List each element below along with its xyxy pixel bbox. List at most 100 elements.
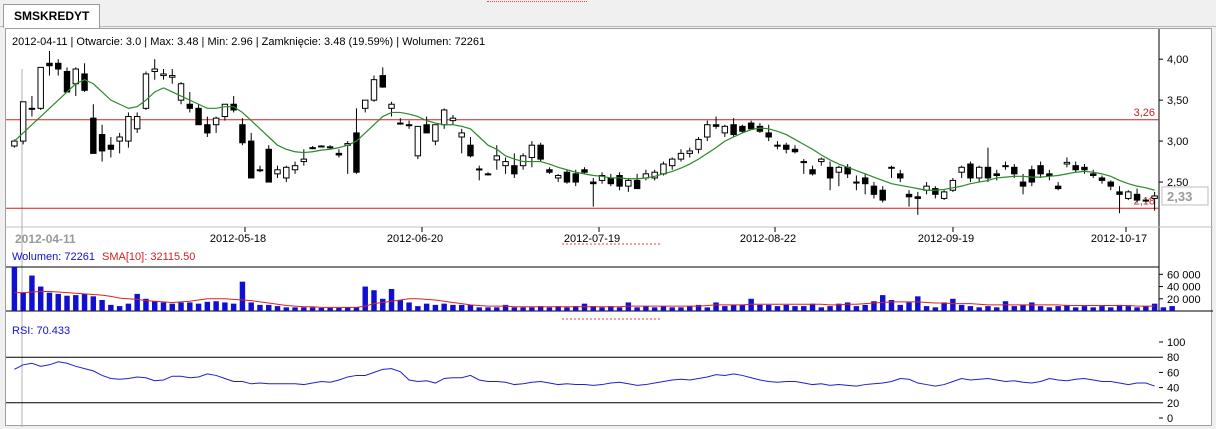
candle-body [467, 144, 474, 157]
volume-bar [695, 304, 702, 311]
candle-body [476, 168, 483, 171]
volume-bar [283, 307, 290, 311]
candle-body [1125, 191, 1132, 199]
tab-smskredyt[interactable]: SMSKREDYT [3, 4, 101, 28]
candle-body [625, 179, 632, 187]
volume-bar [976, 307, 982, 311]
volume-bar [950, 298, 956, 311]
volume-bar [809, 303, 816, 311]
volume-bar [704, 307, 711, 311]
candle [888, 165, 895, 178]
date-axis: 2012-05-18 2012-06-20 2012-07-19 2012-08-22… [210, 227, 1147, 245]
volume-bar [64, 295, 70, 311]
volume-bar [502, 304, 509, 311]
candle-body [607, 177, 615, 185]
volume-bar [1046, 307, 1053, 311]
volume-tick-label-2: 20 000 [1167, 294, 1201, 306]
horizontal-lines: 3,262,18 [6, 107, 1159, 209]
candle-body [932, 188, 939, 195]
candle [1133, 188, 1141, 203]
volume-bar [230, 303, 237, 311]
candle-body [256, 169, 264, 172]
volume-bar [301, 307, 307, 311]
volume-bar [967, 306, 974, 311]
candles [11, 51, 1158, 215]
candle [967, 161, 974, 183]
candle-body [537, 144, 544, 160]
candle-body [291, 165, 299, 171]
volume-legend-sma: SMA[10]: 32115.50 [102, 251, 195, 263]
candle-body [379, 75, 386, 88]
candle-body [721, 125, 729, 134]
tab-bar: SMSKREDYT [0, 0, 1216, 28]
candle [730, 118, 737, 137]
candle [528, 141, 536, 168]
candle [405, 120, 413, 129]
volume-bar [537, 306, 544, 311]
price-tick-label-2: 3,00 [1167, 136, 1188, 148]
candle-body [1072, 165, 1079, 171]
candle-body [774, 144, 781, 147]
date-tick-label-2: 2012-07-19 [564, 233, 620, 245]
candle-body [423, 124, 430, 134]
date-tick-label-0: 2012-05-18 [210, 233, 266, 245]
candle-body [765, 132, 772, 138]
candle [704, 120, 711, 142]
candle [1054, 182, 1062, 191]
candle-body [686, 150, 693, 154]
volume-bar [169, 303, 175, 311]
volume-bar [573, 306, 579, 311]
candle-body [397, 122, 404, 125]
volume-bar [1099, 306, 1105, 311]
candle-body [800, 161, 807, 164]
candle-body [133, 116, 141, 130]
candle [809, 165, 816, 176]
candle-body [335, 152, 343, 156]
volume-bar [1160, 307, 1167, 311]
candle [563, 169, 571, 184]
candle [125, 112, 132, 148]
rsi-tick-label-3: 40 [1167, 383, 1179, 395]
volume-bar [774, 306, 781, 311]
chart-svg[interactable]: 3,262,18 4,00 3,50 3,00 2,502,33 2012-05-18… [6, 29, 1213, 427]
candle-body [265, 148, 272, 183]
volume-bar [309, 307, 316, 311]
volume-bar [73, 295, 79, 311]
volume-bar [327, 307, 333, 311]
volume-bar [222, 302, 228, 311]
volume-bar [678, 307, 684, 311]
candle-body [660, 163, 667, 175]
candle [476, 165, 483, 181]
candle [28, 96, 36, 117]
candle [774, 141, 781, 150]
volume-bar [932, 307, 939, 311]
volume-bar [432, 304, 439, 311]
volume-bar [643, 306, 649, 311]
candle [511, 153, 518, 178]
candle-body [247, 140, 255, 179]
candle [326, 145, 334, 150]
candle [905, 190, 913, 207]
volume-bar [90, 296, 97, 311]
candle [423, 116, 430, 134]
candle-body [546, 169, 553, 173]
candle-body [1019, 181, 1027, 187]
rsi-polyline [14, 361, 1155, 387]
volume-bar [985, 306, 991, 311]
candle-body [993, 173, 1000, 176]
volume-bar [818, 307, 825, 311]
candle [1028, 165, 1036, 187]
candle-body [309, 147, 316, 150]
volume-bar [994, 307, 1000, 311]
candle-body [984, 166, 992, 179]
candle-body [432, 124, 439, 142]
candle [975, 165, 983, 183]
candle-body [388, 103, 395, 109]
candle-body [177, 83, 185, 101]
candle-body [484, 173, 492, 176]
candle-body [730, 124, 737, 136]
candle-body [949, 179, 957, 191]
candle-body [125, 116, 132, 142]
volume-bar [1072, 307, 1079, 311]
chart-area[interactable]: 3,262,18 4,00 3,50 3,00 2,502,33 2012-05-18… [5, 28, 1213, 427]
